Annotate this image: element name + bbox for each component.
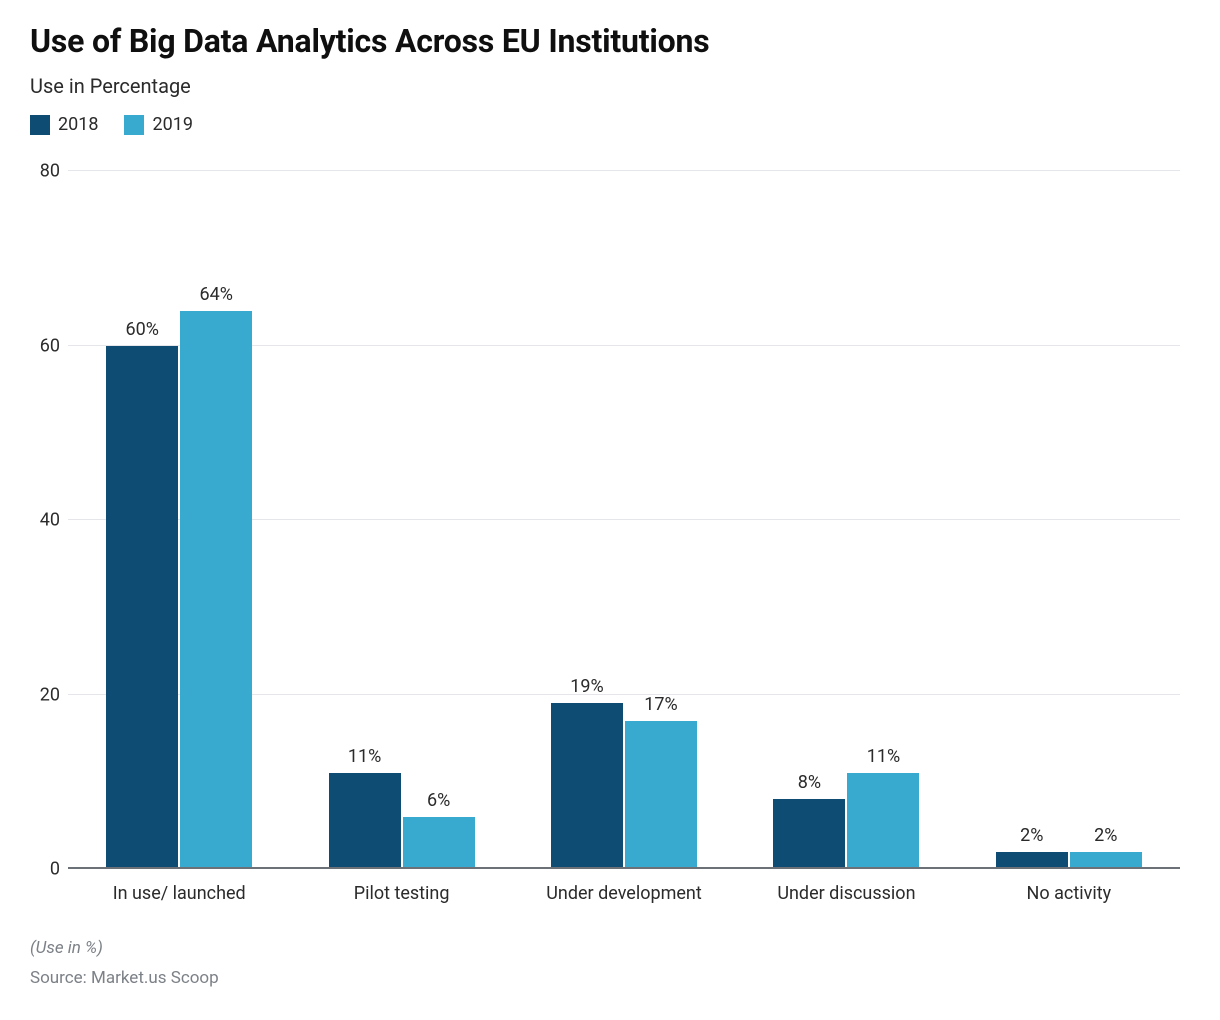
chart-title: Use of Big Data Analytics Across EU Inst… (30, 22, 1190, 60)
bar-value-label: 64% (199, 284, 232, 305)
bar-value-label: 2% (1020, 825, 1043, 846)
bar-value-label: 6% (427, 790, 450, 811)
x-axis-label: Pilot testing (290, 883, 512, 904)
bar-2019: 11% (847, 773, 919, 869)
legend-swatch-2019 (124, 115, 144, 135)
legend-item-2019: 2019 (124, 114, 192, 135)
legend-item-2018: 2018 (30, 114, 98, 135)
plot-inner: 0 20 40 60 80 60% 64% 11% (68, 171, 1180, 869)
bar-2018: 60% (106, 346, 178, 870)
bar-group: 2% 2% (958, 171, 1180, 869)
bar-value-label: 19% (570, 676, 603, 697)
x-axis-line (68, 867, 1180, 869)
x-axis-label: Under development (513, 883, 735, 904)
legend-label-2019: 2019 (152, 114, 192, 135)
bar-value-label: 11% (348, 746, 381, 767)
bar-2018: 8% (773, 799, 845, 869)
x-axis-label: No activity (958, 883, 1180, 904)
bar-group: 8% 11% (735, 171, 957, 869)
y-tick-label: 80 (30, 161, 60, 182)
chart-source: Source: Market.us Scoop (30, 968, 1190, 988)
x-axis-label: In use/ launched (68, 883, 290, 904)
bar-groups: 60% 64% 11% 6% 19% (68, 171, 1180, 869)
x-axis-labels: In use/ launched Pilot testing Under dev… (68, 883, 1180, 904)
bar-value-label: 60% (125, 319, 158, 340)
bar-2018: 11% (329, 773, 401, 869)
bar-group: 60% 64% (68, 171, 290, 869)
legend-swatch-2018 (30, 115, 50, 135)
bar-value-label: 8% (798, 772, 821, 793)
bar-value-label: 17% (644, 694, 677, 715)
legend-label-2018: 2018 (58, 114, 98, 135)
y-tick-label: 0 (30, 859, 60, 880)
bar-2019: 6% (403, 817, 475, 869)
y-tick-label: 20 (30, 684, 60, 705)
bar-value-label: 11% (867, 746, 900, 767)
bar-group: 11% 6% (290, 171, 512, 869)
x-axis-label: Under discussion (735, 883, 957, 904)
chart-container: Use of Big Data Analytics Across EU Inst… (0, 0, 1220, 1020)
y-tick-label: 60 (30, 335, 60, 356)
bar-group: 19% 17% (513, 171, 735, 869)
chart-legend: 2018 2019 (30, 114, 1190, 135)
plot-area: 0 20 40 60 80 60% 64% 11% (68, 171, 1180, 869)
bar-2019: 64% (180, 311, 252, 869)
bar-value-label: 2% (1094, 825, 1117, 846)
chart-subtitle: Use in Percentage (30, 74, 1190, 98)
bar-2018: 19% (551, 703, 623, 869)
y-tick-label: 40 (30, 510, 60, 531)
chart-footnote: (Use in %) (30, 938, 1190, 958)
bar-2019: 17% (625, 721, 697, 869)
